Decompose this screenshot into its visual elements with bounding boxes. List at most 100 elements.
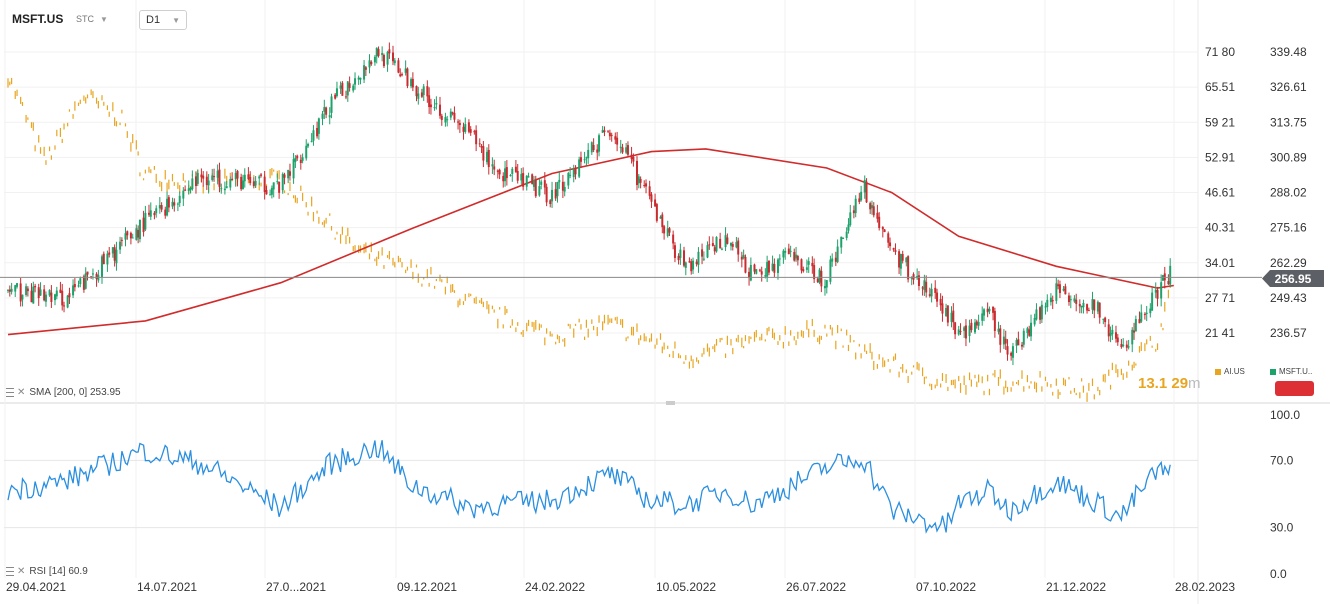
candle-body xyxy=(440,115,443,120)
candle-body xyxy=(307,143,310,147)
candle-body xyxy=(444,117,447,123)
candle-body xyxy=(666,228,669,237)
rsi-axis-label: 0.0 xyxy=(1270,567,1287,581)
candle-body xyxy=(1082,302,1085,308)
rsi-indicator-label[interactable]: ✕ RSI [14] 60.9 xyxy=(6,566,88,577)
candle-body xyxy=(323,107,326,112)
candle-body xyxy=(928,294,931,296)
candle-body xyxy=(341,82,344,96)
candle-body xyxy=(945,308,948,317)
candle-body xyxy=(95,273,98,279)
price-axis-label: 326.61 xyxy=(1270,80,1307,94)
candle-body xyxy=(1138,319,1141,324)
candle-body xyxy=(213,176,216,178)
candle-body xyxy=(1069,299,1072,301)
candle-body xyxy=(887,233,890,243)
instrument-badge[interactable] xyxy=(1275,381,1314,396)
sma-indicator-label[interactable]: ✕ SMA [200, 0] 253.95 xyxy=(6,387,121,398)
candle-body xyxy=(590,142,593,153)
rsi-value: 60.9 xyxy=(68,566,88,577)
candle-body xyxy=(655,204,658,221)
candle-body xyxy=(936,292,939,302)
candle-body xyxy=(1096,301,1099,312)
price-axis-label: 313.75 xyxy=(1270,115,1307,129)
candle-body xyxy=(988,308,991,312)
candle-body xyxy=(234,172,237,180)
candle-body xyxy=(554,189,557,199)
symbol-label[interactable]: MSFT.US xyxy=(12,12,64,26)
candle-body xyxy=(659,216,662,219)
candle-body xyxy=(276,181,279,183)
candle-body xyxy=(706,245,709,258)
candle-body xyxy=(321,113,324,119)
candle-body xyxy=(240,176,243,190)
candle-body xyxy=(1093,299,1096,311)
candle-body xyxy=(364,67,367,70)
close-icon[interactable]: ✕ xyxy=(17,566,26,577)
ai-axis-label: 52.91 xyxy=(1205,150,1235,164)
rsi-axis-label: 30.0 xyxy=(1270,521,1294,535)
price-axis-label: 339.48 xyxy=(1270,45,1307,59)
candle-body xyxy=(19,283,22,302)
msft-candles xyxy=(7,42,1172,366)
close-icon[interactable]: ✕ xyxy=(17,387,26,398)
price-type-dropdown[interactable]: STC ▼ xyxy=(76,8,108,30)
ai-last-value: 13.1 29m xyxy=(1138,375,1201,392)
candle-body xyxy=(1167,281,1170,285)
candle-body xyxy=(21,294,24,300)
candle-body xyxy=(558,179,561,183)
candle-body xyxy=(50,292,53,302)
candle-body xyxy=(538,186,541,196)
candle-body xyxy=(572,169,575,178)
x-tick-label: 29.04.2021 xyxy=(6,580,66,594)
candle-body xyxy=(668,228,671,233)
legend-item-ai[interactable]: AI.US xyxy=(1215,367,1245,376)
candle-body xyxy=(166,198,169,216)
candle-body xyxy=(433,107,436,109)
ai-axis-label: 27 71 xyxy=(1205,291,1235,305)
candle-body xyxy=(218,169,221,187)
candle-body xyxy=(453,112,456,120)
candle-body xyxy=(767,260,770,273)
candle-body xyxy=(719,238,722,249)
x-tick-label: 24.02.2022 xyxy=(525,580,585,594)
candle-body xyxy=(626,145,629,155)
candle-body xyxy=(252,181,255,187)
candle-body xyxy=(189,187,192,190)
candle-body xyxy=(587,149,590,159)
candle-body xyxy=(934,287,937,293)
candle-body xyxy=(1109,333,1112,336)
candle-body xyxy=(1151,292,1154,311)
candle-body xyxy=(147,212,150,215)
panel-resize-handle[interactable] xyxy=(666,401,675,405)
candle-body xyxy=(726,237,729,244)
candle-body xyxy=(14,285,17,292)
candle-body xyxy=(616,137,619,145)
ai-axis-label: 40.31 xyxy=(1205,221,1235,235)
price-axis-label: 288.02 xyxy=(1270,186,1307,200)
candle-body xyxy=(404,68,407,73)
candle-body xyxy=(386,51,389,65)
x-tick-label: 14.07.2021 xyxy=(137,580,197,594)
candle-body xyxy=(661,214,664,228)
candle-body xyxy=(39,289,42,296)
candle-body xyxy=(525,175,528,187)
candle-body xyxy=(1010,352,1013,356)
candle-body xyxy=(310,141,313,143)
candle-body xyxy=(1044,306,1047,308)
timeframe-dropdown[interactable]: D1 ▼ xyxy=(139,10,187,30)
menu-icon[interactable] xyxy=(6,388,14,397)
candle-body xyxy=(724,235,727,248)
candle-body xyxy=(643,185,646,187)
legend-item-msft[interactable]: MSFT.U.. xyxy=(1270,367,1312,376)
candle-body xyxy=(532,180,535,187)
candle-body xyxy=(482,146,485,161)
price-axis-label: 300.89 xyxy=(1270,150,1307,164)
candle-body xyxy=(16,283,19,287)
candle-body xyxy=(1154,289,1157,293)
sma-line xyxy=(7,148,1174,336)
candle-body xyxy=(254,180,257,186)
menu-icon[interactable] xyxy=(6,567,14,576)
candle-body xyxy=(1058,284,1061,294)
